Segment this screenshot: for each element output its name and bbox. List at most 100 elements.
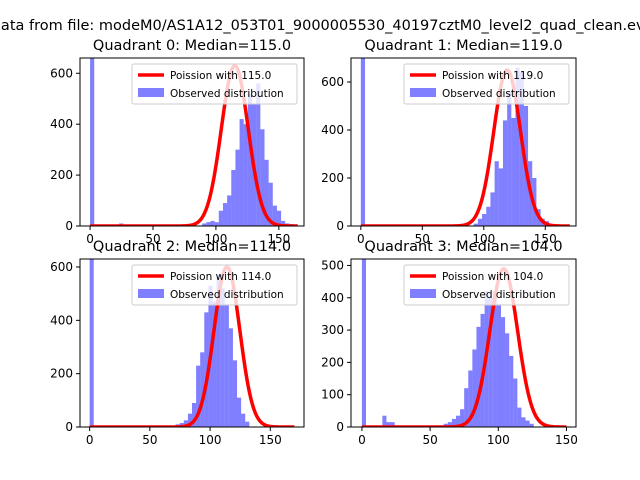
- poisson-fit-line: [90, 63, 298, 226]
- y-tick-label: 400: [50, 117, 73, 131]
- y-tick-label: 500: [321, 258, 344, 272]
- axes-frame: [350, 57, 577, 227]
- histogram-bar: [507, 91, 512, 226]
- figure-suptitle: Data from file: modeM0/AS1A12_053T01_900…: [0, 18, 640, 34]
- histogram-bar: [501, 317, 506, 427]
- histogram-bar: [447, 422, 452, 427]
- histogram-bar: [90, 58, 95, 226]
- plot-area: [89, 259, 295, 427]
- histogram-bar: [227, 195, 232, 226]
- poisson-fit-line: [361, 266, 567, 427]
- quadrant-title: Quadrant 1: Median=119.0: [364, 38, 562, 54]
- legend-box: [131, 63, 298, 105]
- histogram-bar: [525, 420, 530, 427]
- histogram-bar: [272, 205, 277, 226]
- legend-fit-label: Poission with 104.0: [442, 271, 543, 283]
- histogram-bar: [256, 83, 261, 226]
- quadrant-0-panel: 0 50 100 150 0 200 400 600 Poission with 115.0 Ob…: [50, 38, 305, 246]
- x-tick-label: 150: [555, 433, 578, 447]
- histogram-bar: [496, 304, 501, 427]
- histogram-bar: [517, 407, 522, 427]
- legend-hist-label: Observed distribution: [442, 289, 556, 301]
- histogram-bar: [472, 349, 477, 427]
- histogram-bar: [361, 259, 366, 427]
- legend-hist-swatch: [138, 88, 164, 97]
- axes-frame: [79, 258, 305, 428]
- histogram-bar: [245, 421, 250, 427]
- histogram-bar: [206, 222, 211, 226]
- x-tick-label: 150: [267, 232, 290, 246]
- histogram-bar: [464, 388, 469, 427]
- x-tick-label: 50: [145, 232, 160, 246]
- histogram-bar: [243, 124, 248, 226]
- histogram-bar: [183, 420, 188, 427]
- histogram-bar: [276, 210, 282, 226]
- quadrant-title: Quadrant 2: Median=114.0: [93, 239, 291, 255]
- histogram-bar: [196, 365, 201, 427]
- y-tick-label: 0: [65, 420, 73, 434]
- histogram-bar: [200, 352, 205, 427]
- histogram-bar: [505, 333, 510, 427]
- histogram-bar: [360, 58, 366, 226]
- quadrant-1-panel: 0 50 100 150 0 200 400 600 Poission with 119.0 Ob…: [321, 38, 577, 246]
- histogram-bar: [456, 415, 461, 427]
- poisson-fit-line: [360, 68, 570, 226]
- histogram-bar: [521, 417, 526, 427]
- histogram-bar: [468, 370, 473, 427]
- histogram-bar: [224, 304, 229, 427]
- quadrant-title: Quadrant 3: Median=104.0: [364, 239, 562, 255]
- y-tick-label: 0: [65, 219, 73, 233]
- histogram-bar: [492, 291, 497, 427]
- legend-fit-label: Poission with 114.0: [170, 271, 271, 283]
- x-tick-label: 150: [259, 433, 282, 447]
- histogram-bar: [488, 297, 493, 427]
- legend-fit-label: Poission with 119.0: [442, 70, 543, 82]
- y-tick-label: 300: [321, 323, 344, 337]
- x-tick-label: 50: [415, 232, 430, 246]
- histogram-bar: [451, 418, 456, 427]
- y-tick-label: 200: [321, 171, 344, 185]
- plot-area: [90, 58, 298, 226]
- histogram-bar: [218, 210, 223, 226]
- histogram-bar: [228, 328, 233, 427]
- histogram-bar: [498, 168, 503, 226]
- x-tick-label: 150: [534, 232, 557, 246]
- legend-box: [131, 264, 298, 306]
- x-tick-label: 100: [472, 232, 495, 246]
- y-tick-label: 400: [321, 123, 344, 137]
- y-tick-label: 200: [50, 168, 73, 182]
- histogram-bar: [490, 192, 495, 226]
- legend-hist-label: Observed distribution: [170, 88, 284, 100]
- histogram-bar: [268, 182, 273, 226]
- histogram-bar: [239, 119, 244, 226]
- plot-area: [360, 58, 570, 226]
- y-tick-label: 600: [50, 260, 73, 274]
- histogram-bar: [210, 220, 215, 226]
- y-tick-label: 600: [321, 75, 344, 89]
- x-tick-label: 0: [86, 232, 94, 246]
- histogram-bar: [382, 415, 387, 427]
- legend-fit-label: Poission with 115.0: [170, 70, 271, 82]
- histogram-bar: [202, 223, 207, 226]
- histogram-bar: [515, 67, 520, 226]
- legend-hist-swatch: [410, 289, 436, 298]
- histogram-bar: [477, 218, 483, 226]
- y-tick-label: 100: [321, 388, 344, 402]
- histogram-bar: [241, 413, 246, 427]
- histogram-bar: [511, 118, 516, 226]
- histogram-bar: [494, 161, 499, 226]
- y-tick-label: 0: [336, 219, 344, 233]
- histogram-bar: [220, 288, 225, 427]
- x-tick-label: 0: [357, 232, 365, 246]
- histogram-bar: [237, 397, 242, 427]
- quadrant-2-panel: 0 50 100 150 0 200 400 600 Poission with 114.0 Ob…: [50, 239, 305, 447]
- histogram-bar: [212, 301, 217, 427]
- y-tick-label: 0: [336, 420, 344, 434]
- legend-box: [403, 264, 570, 306]
- legend-box: [403, 63, 570, 105]
- x-tick-label: 50: [142, 433, 157, 447]
- x-tick-label: 0: [86, 433, 94, 447]
- legend-hist-label: Observed distribution: [170, 289, 284, 301]
- y-tick-label: 600: [50, 66, 73, 80]
